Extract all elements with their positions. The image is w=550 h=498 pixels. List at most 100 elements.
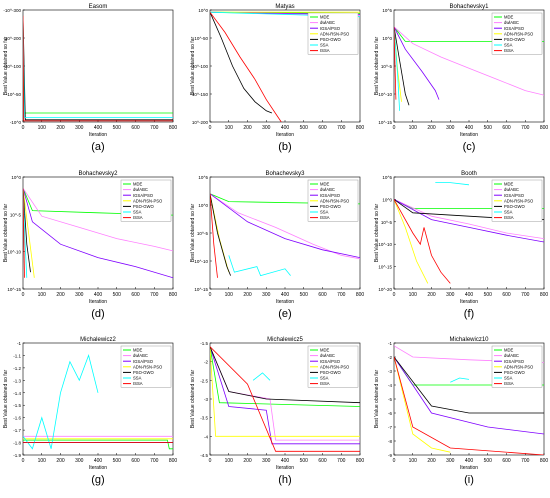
chart-title: Bohachevsky2 <box>78 171 118 177</box>
legend-entry: ADN-RSN-PSO <box>504 198 534 203</box>
y-tick-label: 10^-5 <box>381 220 393 225</box>
x-tick-label: 500 <box>113 125 122 131</box>
series-group <box>394 26 544 111</box>
x-tick-label: 800 <box>169 125 178 131</box>
x-tick-label: 400 <box>281 458 290 464</box>
legend-entry: PSO-GWO <box>504 37 525 42</box>
legend-entry: dwlABC <box>133 187 148 192</box>
y-axis-label: Best Value obtained so far <box>190 204 196 263</box>
x-tick-label: 400 <box>281 125 290 131</box>
legend-entry: ADN-RSN-PSO <box>320 31 350 36</box>
legend: MDEdwlABCIGSA/PSOADN-RSN-PSOPSO-GWOSSAIS… <box>120 179 172 222</box>
x-tick-label: 800 <box>540 292 549 298</box>
x-tick-label: 800 <box>540 458 549 464</box>
x-tick-label: 700 <box>521 458 530 464</box>
legend-entry: MDE <box>133 348 143 353</box>
series-line <box>252 372 271 381</box>
legend-entry: ADN-RSN-PSO <box>504 31 534 36</box>
panel-label: (d) <box>91 308 104 320</box>
x-tick-label: 600 <box>318 292 327 298</box>
legend-entry: MDE <box>504 348 514 353</box>
legend-entry: PSO-GWO <box>320 370 341 375</box>
y-tick-label: 10^-50 <box>194 36 208 41</box>
y-axis-label: Best Value obtained so far <box>3 370 9 429</box>
panel-label: (a) <box>91 141 104 153</box>
series-line <box>394 26 410 106</box>
legend-entry: ISSA <box>133 381 143 386</box>
x-tick-label: 600 <box>131 292 140 298</box>
y-tick-label: 10^5 <box>382 175 392 180</box>
legend-entry: SSA <box>320 43 329 48</box>
series-line <box>23 188 31 273</box>
x-tick-label: 0 <box>22 292 25 298</box>
series-line <box>23 188 35 278</box>
series-line <box>210 193 360 258</box>
x-axis-label: Iteration <box>460 132 478 138</box>
legend-entry: ISSA <box>504 48 514 53</box>
series-line <box>23 15 173 122</box>
legend-entry: SSA <box>320 376 329 381</box>
chart-panel: Michalewicz5 0 100 200 300 400 500 600 700 800 Ite… <box>190 337 364 486</box>
x-tick-label: 400 <box>465 292 474 298</box>
x-tick-label: 700 <box>337 292 346 298</box>
series-line <box>210 12 273 114</box>
series-line <box>394 26 440 100</box>
legend-entry: SSA <box>320 210 329 215</box>
x-axis-label: Iteration <box>89 132 107 138</box>
y-tick-label: 10^-10 <box>378 242 392 247</box>
series-line <box>394 199 544 239</box>
y-tick-label: -1 <box>388 341 392 346</box>
y-tick-label: 10^5 <box>382 8 392 13</box>
legend: MDEdwlABCIGSA/PSOADN-RSN-PSOPSO-GWOSSAIS… <box>307 12 359 55</box>
legend-entry: ISSA <box>133 215 143 220</box>
series-line <box>210 193 231 276</box>
legend-entry: dwlABC <box>320 187 335 192</box>
x-tick-label: 100 <box>38 125 47 131</box>
y-tick-label: -10^-50 <box>6 92 22 97</box>
plot-area <box>22 9 174 123</box>
legend-entry: MDE <box>320 182 330 187</box>
y-tick-label: 10^-10 <box>7 250 21 255</box>
x-tick-label: 600 <box>502 292 511 298</box>
chart-panel: Matyas 0 100 200 300 400 500 600 700 800 Iteration… <box>190 4 364 153</box>
series-line <box>394 26 397 100</box>
y-tick-label: -3.5 <box>200 416 208 421</box>
y-tick-label: 10^-150 <box>192 92 209 97</box>
legend-entry: dwlABC <box>504 353 519 358</box>
x-tick-label: 700 <box>150 458 159 464</box>
x-tick-label: 700 <box>150 292 159 298</box>
y-axis-label: Best Value obtained so far <box>374 370 380 429</box>
x-tick-label: 200 <box>243 292 252 298</box>
y-tick-label: -1.2 <box>13 366 21 371</box>
legend-entry: ISSA <box>504 215 514 220</box>
y-tick-label: -7 <box>388 425 392 430</box>
x-tick-label: 100 <box>409 125 418 131</box>
x-tick-label: 200 <box>56 125 65 131</box>
series-line <box>435 182 470 186</box>
legend-entry: ISSA <box>320 381 330 386</box>
series-line <box>23 188 25 278</box>
legend-entry: SSA <box>133 210 142 215</box>
y-tick-label: -8 <box>388 439 392 444</box>
legend-entry: IGSA/PSO <box>504 193 525 198</box>
y-tick-label: -4.5 <box>200 453 208 458</box>
legend: MDEdwlABCIGSA/PSOADN-RSN-PSOPSO-GWOSSAIS… <box>120 345 172 388</box>
series-line <box>394 26 400 111</box>
x-tick-label: 500 <box>484 458 493 464</box>
x-tick-label: 500 <box>484 125 493 131</box>
panel-label: (c) <box>463 141 476 153</box>
y-tick-label: 10^-15 <box>378 265 392 270</box>
legend: MDEdwlABCIGSA/PSOADN-RSN-PSOPSO-GWOSSAIS… <box>491 179 543 222</box>
x-axis-label: Iteration <box>276 132 294 138</box>
y-axis-label: Best Value obtained so far <box>374 37 380 96</box>
legend-entry: dwlABC <box>320 353 335 358</box>
series-line <box>394 356 544 435</box>
legend: MDEdwlABCIGSA/PSOADN-RSN-PSOPSO-GWOSSAIS… <box>307 179 359 222</box>
series-line <box>210 346 360 407</box>
series-group <box>23 187 173 279</box>
x-tick-label: 200 <box>427 458 436 464</box>
legend: MDEdwlABCIGSA/PSOADN-RSN-PSOPSO-GWOSSAIS… <box>491 345 543 388</box>
legend: MDEdwlABCIGSA/PSOADN-RSN-PSOPSO-GWOSSAIS… <box>307 345 359 388</box>
legend-entry: MDE <box>320 15 330 20</box>
legend-entry: MDE <box>504 15 514 20</box>
